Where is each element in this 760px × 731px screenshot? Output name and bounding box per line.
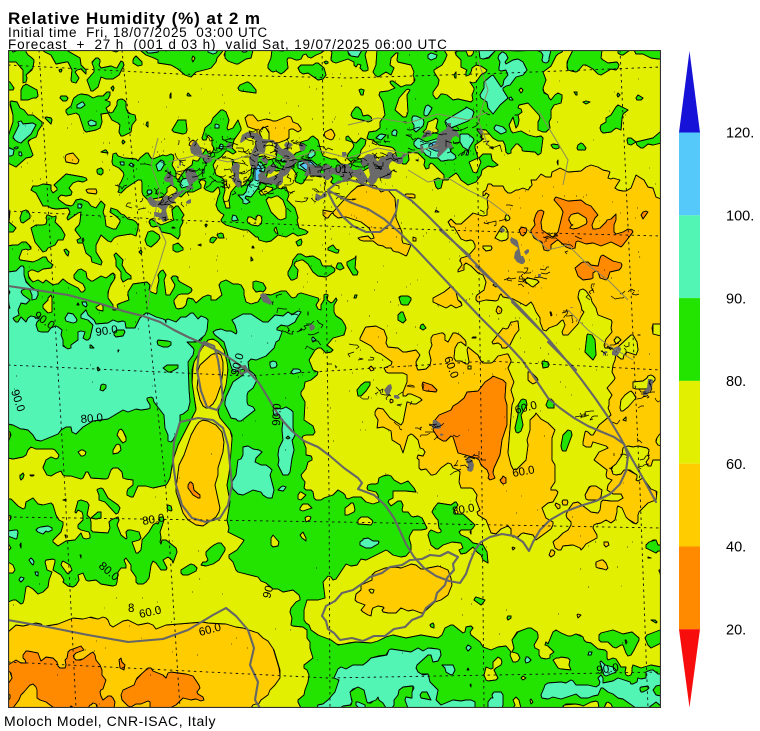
svg-text:90.: 90. xyxy=(726,291,746,307)
svg-text:90.0: 90.0 xyxy=(271,403,284,426)
svg-text:60.0: 60.0 xyxy=(514,400,539,417)
svg-text:8: 8 xyxy=(128,603,134,615)
svg-text:120.: 120. xyxy=(726,126,754,142)
svg-text:90.0: 90.0 xyxy=(229,352,246,377)
svg-text:80.0: 80.0 xyxy=(451,502,475,518)
svg-text:60.0: 60.0 xyxy=(511,464,535,480)
svg-text:100.: 100. xyxy=(726,209,754,225)
svg-text:01.: 01. xyxy=(335,164,351,176)
svg-text:80.0: 80.0 xyxy=(80,412,103,426)
svg-text:90.0: 90.0 xyxy=(95,324,119,339)
svg-text:60.0: 60.0 xyxy=(198,622,223,639)
svg-text:80.0: 80.0 xyxy=(141,512,165,528)
svg-text:90.0: 90.0 xyxy=(596,662,620,677)
svg-text:60.0: 60.0 xyxy=(138,605,162,621)
svg-text:40.: 40. xyxy=(726,540,746,556)
svg-text:20.: 20. xyxy=(726,623,746,639)
svg-text:60.: 60. xyxy=(726,457,746,473)
svg-text:90: 90 xyxy=(261,584,276,599)
svg-text:80.: 80. xyxy=(726,374,746,390)
